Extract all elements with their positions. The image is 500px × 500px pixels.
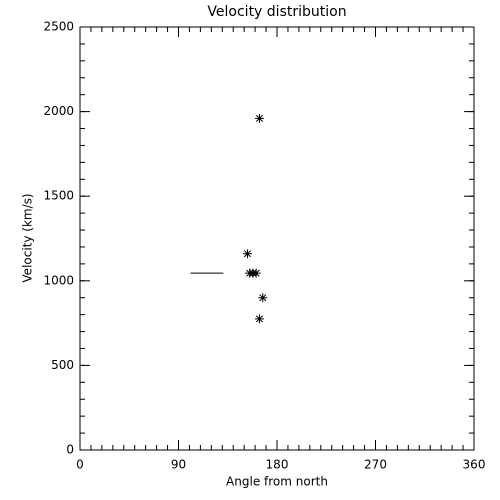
x-tick-label: 180 [266,458,289,472]
asterisk-marker [251,268,261,278]
x-axis-label: Angle from north [226,475,328,489]
y-tick-label: 500 [51,358,74,372]
asterisk-marker [254,314,264,324]
chart-title: Velocity distribution [207,4,346,20]
x-tick-label: 270 [364,458,387,472]
y-tick-label: 1000 [43,273,74,287]
x-tick-label: 360 [463,458,486,472]
x-tick-label: 90 [171,458,186,472]
y-tick-label: 1500 [43,189,74,203]
y-tick-label: 0 [66,443,74,457]
asterisk-marker [254,113,264,123]
y-axis-label: Velocity (km/s) [21,193,35,282]
x-tick-label: 0 [76,458,84,472]
asterisk-marker [258,293,268,303]
y-tick-label: 2000 [43,104,74,118]
asterisk-marker [242,249,252,259]
y-tick-label: 2500 [43,20,74,34]
